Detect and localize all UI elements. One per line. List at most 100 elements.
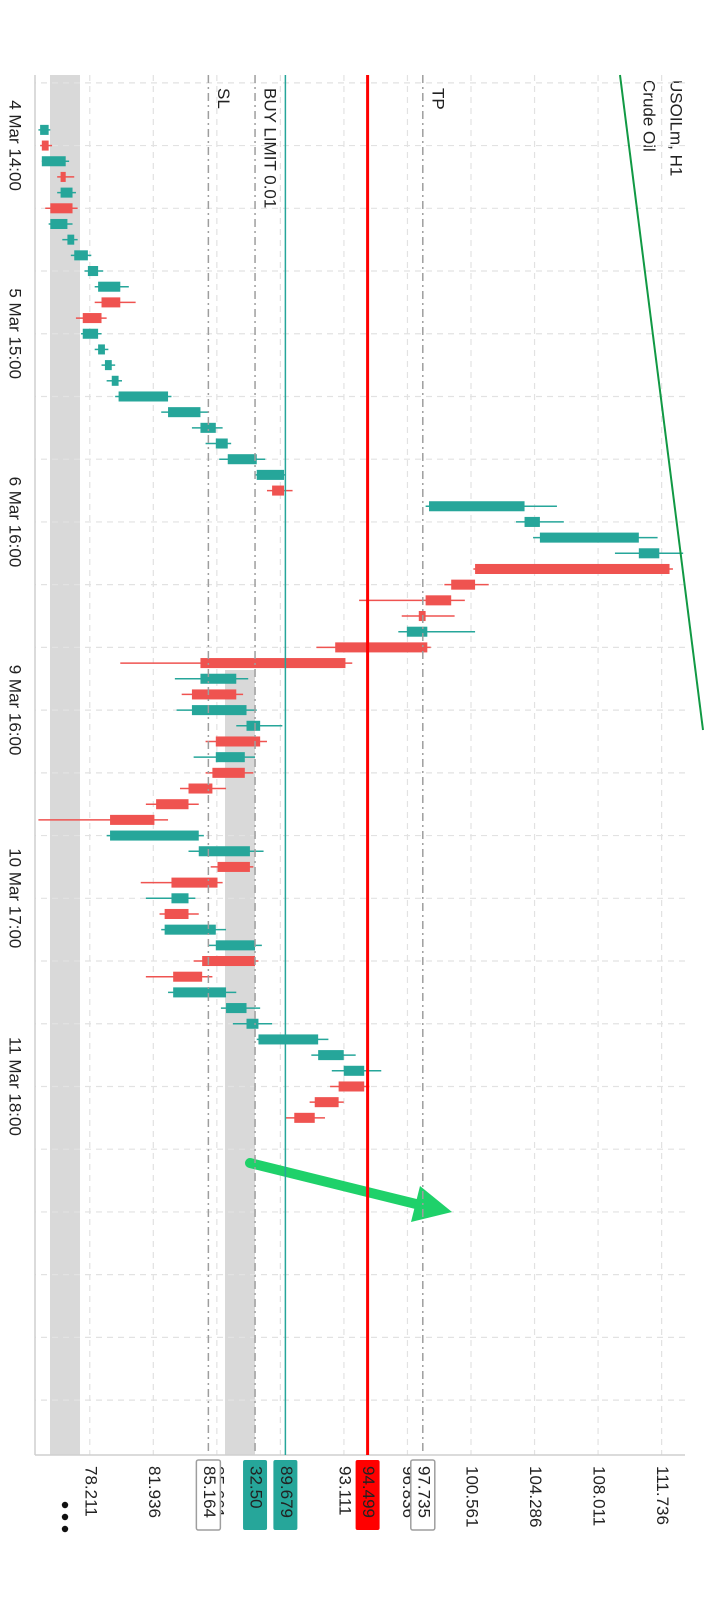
- trend-line: [619, 74, 704, 731]
- y-tick-label: 108.011: [590, 1466, 609, 1526]
- candle-body: [60, 171, 66, 182]
- candle-body: [475, 563, 670, 574]
- price-box-label: 85.164: [200, 1466, 219, 1518]
- candle-body: [50, 203, 73, 214]
- price-box: [410, 1459, 436, 1531]
- menu-dot: [61, 1501, 69, 1509]
- candle-body: [202, 956, 256, 967]
- chart: USOILm, H1 Crude Oil 78.21181.93685.6618…: [6, 74, 704, 1533]
- candle-body: [41, 140, 49, 151]
- candle-body: [406, 626, 428, 637]
- y-tick-label: 111.736: [653, 1466, 672, 1525]
- candle-body: [335, 642, 428, 653]
- candle-body: [168, 407, 201, 418]
- candle-body: [524, 516, 540, 527]
- candle-body: [318, 1050, 344, 1061]
- candle-body: [98, 344, 105, 355]
- candle-body: [82, 313, 102, 324]
- candle-body: [191, 689, 237, 700]
- x-tick-label: 9 Mar 16:00: [6, 665, 25, 756]
- arrow-head: [411, 1186, 452, 1222]
- candle-body: [82, 328, 99, 339]
- menu-dot: [61, 1513, 69, 1521]
- candle-body: [258, 1034, 319, 1045]
- candle-body: [164, 924, 216, 935]
- candle-body: [67, 234, 75, 245]
- candle-body: [173, 987, 227, 998]
- y-tick-label: 104.286: [526, 1466, 545, 1527]
- price-box: [195, 1459, 222, 1531]
- price-box-label: 32.50: [247, 1466, 266, 1509]
- candle-body: [156, 799, 189, 810]
- candle-body: [110, 830, 199, 841]
- candle-body: [101, 297, 121, 308]
- price-box: [355, 1460, 380, 1530]
- price-box: [243, 1460, 268, 1530]
- y-tick-label: 93.111: [335, 1466, 354, 1515]
- chart-title: USOILm, H1: [667, 80, 686, 176]
- x-tick-label: 11 Mar 18:00: [6, 1037, 25, 1136]
- candle-body: [226, 1003, 247, 1014]
- candle-body: [171, 893, 189, 904]
- candle-body: [246, 1018, 259, 1029]
- price-box: [273, 1460, 298, 1530]
- x-tick-label: 6 Mar 16:00: [6, 477, 25, 568]
- shaded-band: [50, 75, 80, 1455]
- x-tick-label: 10 Mar 17:00: [6, 848, 25, 948]
- candle-body: [212, 767, 245, 778]
- candle-body: [40, 124, 49, 135]
- candle-body: [215, 940, 256, 951]
- candle-body: [198, 846, 250, 857]
- candle-body: [429, 501, 525, 512]
- candle-body: [164, 908, 189, 919]
- price-box-label: 97.735: [414, 1466, 433, 1518]
- candle-body: [200, 673, 237, 684]
- candle-body: [50, 218, 68, 229]
- candle-body: [111, 375, 119, 386]
- candle-body: [638, 548, 660, 559]
- candle-body: [246, 720, 261, 731]
- y-tick-label: 78.211: [81, 1466, 100, 1517]
- candle-body: [343, 1065, 365, 1076]
- chart-subtitle: Crude Oil: [640, 80, 659, 152]
- candle-body: [188, 783, 213, 794]
- candle-body: [171, 877, 218, 888]
- price-line-label: TP: [428, 88, 447, 110]
- candle-body: [338, 1081, 365, 1092]
- candle-body: [60, 187, 73, 198]
- price-box-label: 89.679: [277, 1466, 296, 1518]
- candle-body: [217, 861, 250, 872]
- candle-body: [74, 250, 88, 261]
- x-tick-label: 5 Mar 15:00: [6, 288, 25, 379]
- candle-body: [539, 532, 639, 543]
- candle-body: [98, 281, 121, 292]
- candle-body: [215, 438, 228, 449]
- y-tick-label: 100.561: [463, 1466, 482, 1527]
- candle-body: [256, 469, 285, 480]
- candle-body: [104, 360, 112, 371]
- price-box-label: 94.499: [359, 1466, 378, 1518]
- x-tick-label: 4 Mar 14:00: [6, 100, 25, 191]
- candle-body: [425, 595, 452, 606]
- arrow-shaft: [245, 1158, 421, 1209]
- candle-body: [173, 971, 203, 982]
- candle-body: [451, 579, 476, 590]
- candle-body: [118, 391, 169, 402]
- candle-body: [272, 485, 285, 496]
- candle-body: [41, 156, 66, 167]
- y-tick-label: 81.936: [145, 1466, 164, 1518]
- candle-body: [215, 752, 245, 763]
- candle-body: [110, 814, 155, 825]
- candle-body: [227, 454, 257, 465]
- candle-body: [215, 736, 261, 747]
- candle-body: [191, 705, 247, 716]
- price-line-label: BUY LIMIT 0.01: [261, 88, 280, 208]
- candle-body: [314, 1097, 339, 1108]
- candle-body: [294, 1112, 315, 1123]
- menu-dot: [61, 1525, 69, 1533]
- candle-body: [200, 658, 346, 669]
- price-line-label: SL: [214, 88, 233, 109]
